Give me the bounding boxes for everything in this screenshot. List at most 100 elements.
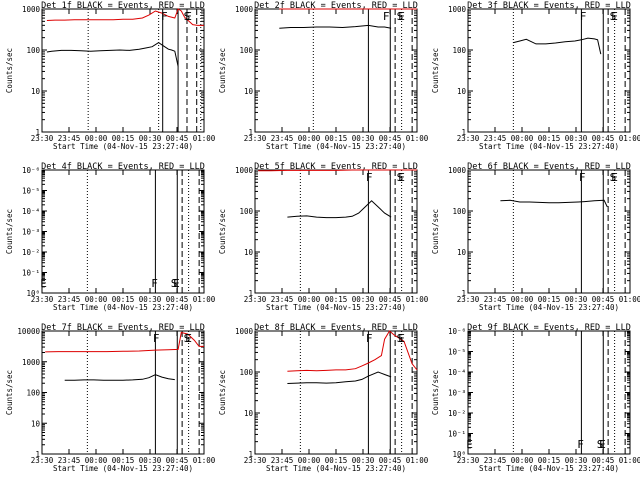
y-tick-label: 10⁻¹ <box>448 430 466 439</box>
marker-e: E <box>398 332 405 345</box>
y-tick-label: 10⁰ <box>452 450 466 459</box>
panel-det-8: Det 8f BLACK = Events, RED = LLD 1 10 100 10… <box>218 323 429 473</box>
series-events <box>287 200 392 219</box>
y-tick-label: 10 <box>244 248 254 257</box>
marker-e: E <box>40 277 47 290</box>
marker-f: F <box>366 332 373 345</box>
y-axis-label: Counts/sec <box>218 48 227 93</box>
panel-title: Det 9f BLACK = Events, RED = LLD <box>467 323 631 333</box>
marker-e: E <box>173 277 180 290</box>
y-tick-label: 100 <box>239 207 253 216</box>
x-tick-label: 01:00 <box>619 456 640 465</box>
panel-det-7: Det 7f BLACK = Events, RED = LLD 1 10 100 10… <box>5 323 216 473</box>
x-tick-label: 00:30 <box>565 456 588 465</box>
x-tick-label: 00:30 <box>139 134 162 143</box>
x-tick-label: 00:00 <box>298 295 321 304</box>
marker-s: S <box>397 332 404 345</box>
marker-e: E <box>466 438 473 451</box>
y-tick-label: 1000 <box>22 5 41 14</box>
y-tick-label: 10⁻⁶ <box>22 166 40 175</box>
y-axis-label: Counts/sec <box>218 370 227 415</box>
x-tick-label: 23:45 <box>484 456 507 465</box>
x-tick-label: 23:30 <box>31 295 54 304</box>
y-tick-label: 1000 <box>235 327 254 336</box>
marker-s: S <box>184 10 191 23</box>
marker-f: F <box>579 171 586 184</box>
y-tick-label: 1000 <box>448 166 467 175</box>
series-events <box>287 371 392 384</box>
x-axis-label: Start Time (04-Nov-15 23:27:40) <box>53 142 193 151</box>
x-axis-label: Start Time (04-Nov-15 23:27:40) <box>53 464 193 473</box>
x-tick-label: 01:00 <box>619 134 640 143</box>
marker-f: F <box>151 277 158 290</box>
x-tick-label: 23:30 <box>31 456 54 465</box>
marker-f: F <box>577 438 584 451</box>
series-events <box>279 24 392 29</box>
x-tick-label: 23:30 <box>31 134 54 143</box>
x-tick-label: 00:15 <box>325 456 348 465</box>
marker-f: F <box>383 10 390 23</box>
x-tick-label: 00:45 <box>592 134 615 143</box>
y-axis-label: Counts/sec <box>5 370 14 415</box>
x-tick-label: 00:30 <box>139 295 162 304</box>
x-tick-label: 00:15 <box>112 456 135 465</box>
y-tick-label: 10⁰ <box>26 289 40 298</box>
x-tick-label: 00:30 <box>565 134 588 143</box>
panel-title: Det 5f BLACK = Events, RED = LLD <box>254 162 418 172</box>
x-tick-label: 00:15 <box>325 134 348 143</box>
x-tick-label: 00:00 <box>511 456 534 465</box>
x-tick-label: 23:30 <box>457 134 480 143</box>
panel-det-9: Det 9f BLACK = Events, RED = LLD 10⁰ 10⁻¹ 1… <box>431 323 640 473</box>
x-tick-label: 01:00 <box>193 134 216 143</box>
marker-s: S <box>397 10 404 23</box>
y-tick-label: 1 <box>248 450 253 459</box>
x-tick-label: 00:45 <box>592 456 615 465</box>
x-tick-label: 23:30 <box>244 134 267 143</box>
marker-f: F <box>153 332 160 345</box>
marker-f: F <box>366 171 373 184</box>
x-tick-label: 23:45 <box>58 134 81 143</box>
series-events <box>46 42 179 67</box>
x-tick-label: 23:30 <box>457 295 480 304</box>
x-tick-label: 00:15 <box>112 134 135 143</box>
y-tick-label: 100 <box>452 46 466 55</box>
x-tick-label: 00:00 <box>85 456 108 465</box>
x-tick-label: 00:15 <box>112 295 135 304</box>
marker-e: E <box>185 10 192 23</box>
y-tick-label: 1 <box>461 289 466 298</box>
marker-e: E <box>599 438 606 451</box>
x-tick-label: 00:00 <box>511 295 534 304</box>
x-tick-label: 00:15 <box>538 295 561 304</box>
x-tick-label: 00:00 <box>85 295 108 304</box>
y-tick-label: 1 <box>248 128 253 137</box>
x-axis-label: Start Time (04-Nov-15 23:27:40) <box>53 303 193 312</box>
marker-e: E <box>611 171 618 184</box>
panel-title: Det 3f BLACK = Events, RED = LLD <box>467 1 631 11</box>
marker-s: S <box>610 171 617 184</box>
marker-s: S <box>610 10 617 23</box>
x-axis-label: Start Time (04-Nov-15 23:27:40) <box>479 142 619 151</box>
y-tick-label: 10⁻² <box>448 409 466 418</box>
y-tick-label: 100 <box>239 46 253 55</box>
x-axis-label: Start Time (04-Nov-15 23:27:40) <box>479 464 619 473</box>
x-tick-label: 23:45 <box>271 295 294 304</box>
series-lld <box>287 330 418 372</box>
x-tick-label: 00:00 <box>298 134 321 143</box>
panel-title: Det 2f BLACK = Events, RED = LLD <box>254 1 418 11</box>
x-tick-label: 23:30 <box>244 456 267 465</box>
marker-f: F <box>161 10 168 23</box>
y-tick-label: 10 <box>31 419 41 428</box>
marker-s: S <box>171 277 178 290</box>
y-tick-label: 10 <box>457 87 467 96</box>
x-tick-label: 00:30 <box>352 295 375 304</box>
y-tick-label: 10⁻³ <box>22 228 40 237</box>
x-tick-label: 00:30 <box>352 134 375 143</box>
y-tick-label: 1 <box>35 128 40 137</box>
x-tick-label: 00:45 <box>379 295 402 304</box>
y-tick-label: 100 <box>26 389 40 398</box>
panel-det-4: Det 4f BLACK = Events, RED = LLD 10⁰ 10⁻¹ 1… <box>5 162 216 312</box>
x-tick-label: 00:00 <box>298 456 321 465</box>
y-tick-label: 10 <box>31 87 41 96</box>
y-tick-label: 1 <box>35 450 40 459</box>
series-events <box>513 37 602 55</box>
